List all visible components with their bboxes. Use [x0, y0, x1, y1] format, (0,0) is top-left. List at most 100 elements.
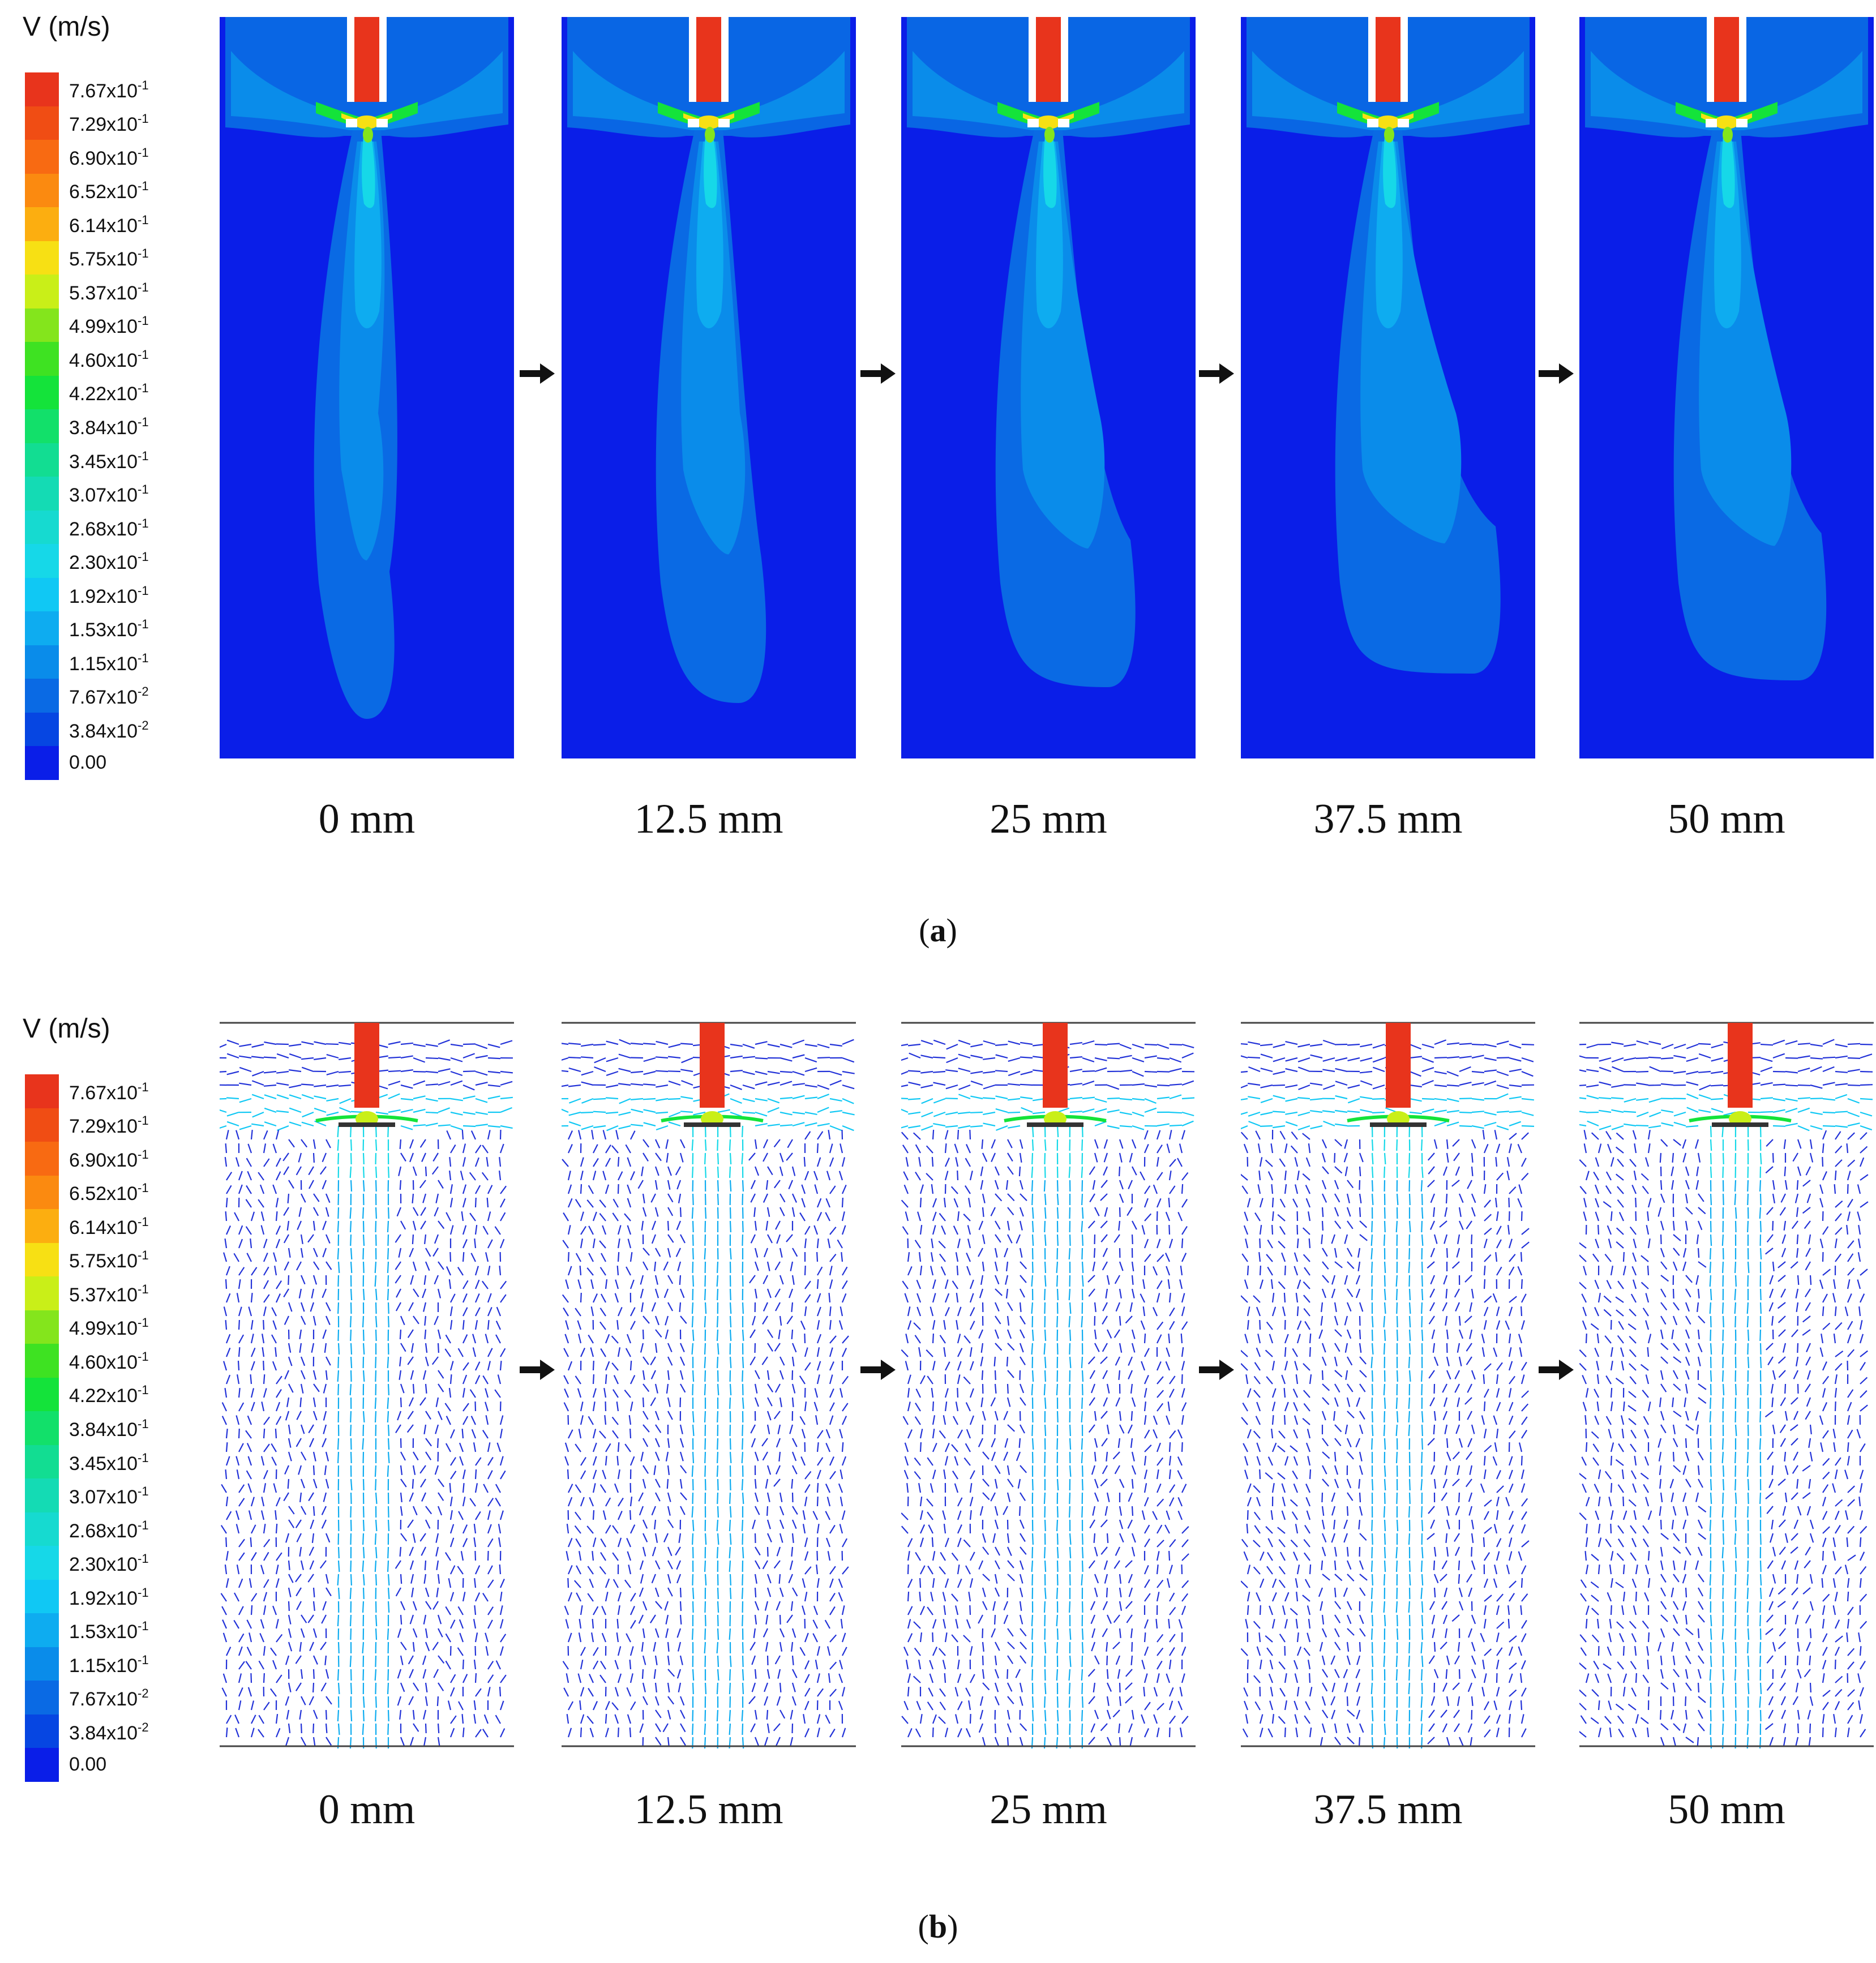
vector-arrow — [629, 1401, 633, 1412]
vector-arrow — [629, 1171, 635, 1181]
vector-arrow — [470, 1253, 476, 1262]
vector-arrow — [1016, 1451, 1021, 1461]
vector-arrow — [600, 1661, 606, 1670]
vector-arrow — [1471, 1560, 1476, 1570]
vector-arrow — [1278, 1430, 1286, 1439]
vector-arrow — [1169, 1185, 1176, 1194]
vector-arrow — [577, 1673, 582, 1683]
vector-arrow — [1468, 1492, 1473, 1502]
vector-arrow — [1330, 1655, 1336, 1665]
vector-arrow — [474, 1238, 477, 1249]
vector-arrow — [1285, 1084, 1298, 1088]
vector-arrow — [601, 1605, 607, 1615]
vector-arrow — [790, 1709, 794, 1720]
vector-arrow — [1157, 1703, 1164, 1711]
vector-arrow — [982, 1669, 985, 1679]
legend-label: 4.22x10-1 — [69, 1383, 149, 1407]
vector-arrow — [617, 1184, 619, 1194]
vector-arrow — [485, 1415, 489, 1425]
vector-arrow — [656, 1098, 669, 1101]
vector-arrow — [630, 1124, 644, 1127]
vector-arrow — [1446, 1356, 1450, 1366]
vector-arrow — [423, 1424, 427, 1434]
vector-arrow — [1484, 1057, 1497, 1061]
vector-arrow — [1115, 1655, 1121, 1665]
vector-arrow — [1521, 1687, 1527, 1697]
vector-arrow — [275, 1238, 281, 1249]
vector-arrow — [413, 1108, 426, 1113]
contour-plot — [1579, 17, 1874, 758]
vector-arrow — [765, 1641, 769, 1652]
vector-arrow — [239, 1043, 252, 1047]
vector-arrow — [943, 1523, 946, 1534]
vector-arrow — [679, 1655, 683, 1665]
vector-arrow — [251, 1267, 258, 1276]
vector-arrow — [413, 1207, 419, 1216]
vector-arrow — [566, 1551, 569, 1561]
vector-arrow — [842, 1335, 849, 1344]
vector-arrow — [395, 1275, 401, 1284]
vector-arrow — [599, 1566, 606, 1575]
vector-arrow — [387, 1587, 390, 1600]
vector-arrow — [1471, 1288, 1474, 1298]
vector-arrow — [1130, 1628, 1133, 1639]
vector-arrow — [628, 1565, 632, 1575]
vector-arrow — [487, 1538, 494, 1548]
vector-arrow — [627, 1714, 632, 1724]
vector-arrow — [580, 1470, 586, 1480]
vector-arrow — [1433, 1234, 1438, 1244]
vector-arrow — [629, 1252, 633, 1262]
vector-arrow — [1331, 1275, 1336, 1285]
vector-arrow — [1305, 1185, 1310, 1194]
vector-arrow — [1131, 1465, 1137, 1475]
vector-arrow — [1157, 1457, 1164, 1466]
vector-arrow — [692, 1533, 694, 1545]
vector-arrow — [1294, 1714, 1299, 1724]
vector-arrow — [1320, 1315, 1324, 1326]
vector-arrow — [792, 1122, 805, 1127]
vector-arrow — [1157, 1321, 1164, 1330]
vector-arrow — [251, 1524, 256, 1534]
vector-arrow — [828, 1130, 831, 1140]
vector-arrow — [614, 1483, 619, 1493]
vector-arrow — [593, 1144, 598, 1154]
vector-arrow — [350, 1329, 352, 1341]
vector-arrow — [932, 1578, 935, 1588]
vector-arrow — [1521, 1390, 1529, 1398]
vector-arrow — [1094, 1546, 1098, 1557]
vector-arrow — [1347, 1043, 1360, 1046]
vector-arrow — [995, 1546, 1000, 1556]
vector-arrow — [611, 1416, 619, 1425]
vector-arrow — [1166, 1510, 1171, 1520]
vector-arrow — [1094, 1139, 1099, 1149]
vector-arrow — [1455, 1424, 1460, 1434]
vector-arrow — [1177, 1158, 1183, 1167]
vector-arrow — [1322, 1039, 1335, 1045]
vector-arrow — [588, 1674, 594, 1683]
vector-arrow — [350, 1288, 353, 1301]
vector-arrow — [562, 1084, 569, 1087]
legend-swatch — [25, 1579, 59, 1614]
vector-arrow — [994, 1166, 1000, 1176]
vector-arrow — [602, 1469, 607, 1480]
shaft — [354, 1023, 379, 1108]
vector-arrow — [288, 1424, 291, 1434]
vector-arrow — [1131, 1533, 1136, 1543]
vector-arrow — [1284, 1727, 1286, 1738]
vector-arrow — [238, 1334, 245, 1344]
vector-arrow — [1304, 1579, 1310, 1588]
vector-arrow — [1243, 1443, 1248, 1452]
vector-arrow — [1056, 1574, 1059, 1586]
vector-arrow — [1181, 1199, 1188, 1208]
vector-arrow — [1144, 1098, 1157, 1104]
vector-arrow — [605, 1361, 610, 1371]
vector-arrow — [804, 1057, 817, 1063]
impeller-hub — [696, 115, 721, 129]
vector-arrow — [800, 1456, 806, 1466]
vector-arrow — [1296, 1171, 1300, 1181]
vector-arrow — [1471, 1533, 1474, 1544]
vector-arrow — [617, 1646, 622, 1656]
vector-arrow — [963, 1457, 971, 1466]
vector-arrow — [775, 1465, 781, 1475]
vector-arrow — [1247, 1565, 1251, 1575]
